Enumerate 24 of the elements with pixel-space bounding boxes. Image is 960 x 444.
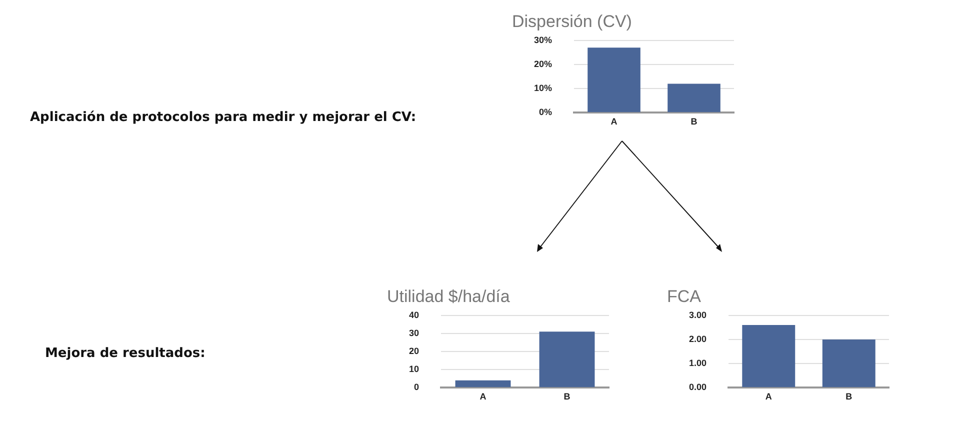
- y-tick-label: 3.00: [688, 310, 707, 320]
- y-tick-label: 40: [408, 310, 420, 320]
- x-tick-label: B: [690, 116, 698, 126]
- y-tick-label: 0.00: [688, 382, 707, 392]
- text: Mejora de resultados:: [45, 346, 206, 361]
- y-tick-label: 30: [408, 328, 420, 338]
- chart-title: Dispersión (CV): [512, 12, 632, 31]
- x-tick-label: A: [480, 391, 487, 402]
- x-tick-label: B: [846, 391, 853, 402]
- x-tick-label: B: [564, 391, 571, 402]
- chart-title: FCA: [667, 286, 702, 306]
- y-tick-label: 2.00: [688, 334, 707, 344]
- text: Aplicación de protocolos para medir y mejorar el CV:: [30, 110, 416, 125]
- y-tick-label: 1.00: [688, 358, 707, 368]
- y-tick-label: 10%: [534, 83, 552, 94]
- x-tick-label: A: [765, 391, 772, 402]
- y-tick-label: 20%: [534, 58, 552, 69]
- y-tick-label: 0%: [539, 107, 552, 118]
- y-tick-label: 30%: [534, 34, 552, 45]
- x-tick-label: A: [610, 116, 618, 126]
- y-tick-label: 0: [414, 382, 420, 392]
- y-tick-label: 20: [408, 346, 420, 356]
- chart-title: Utilidad $/ha/día: [387, 286, 510, 306]
- y-tick-label: 10: [408, 364, 420, 374]
